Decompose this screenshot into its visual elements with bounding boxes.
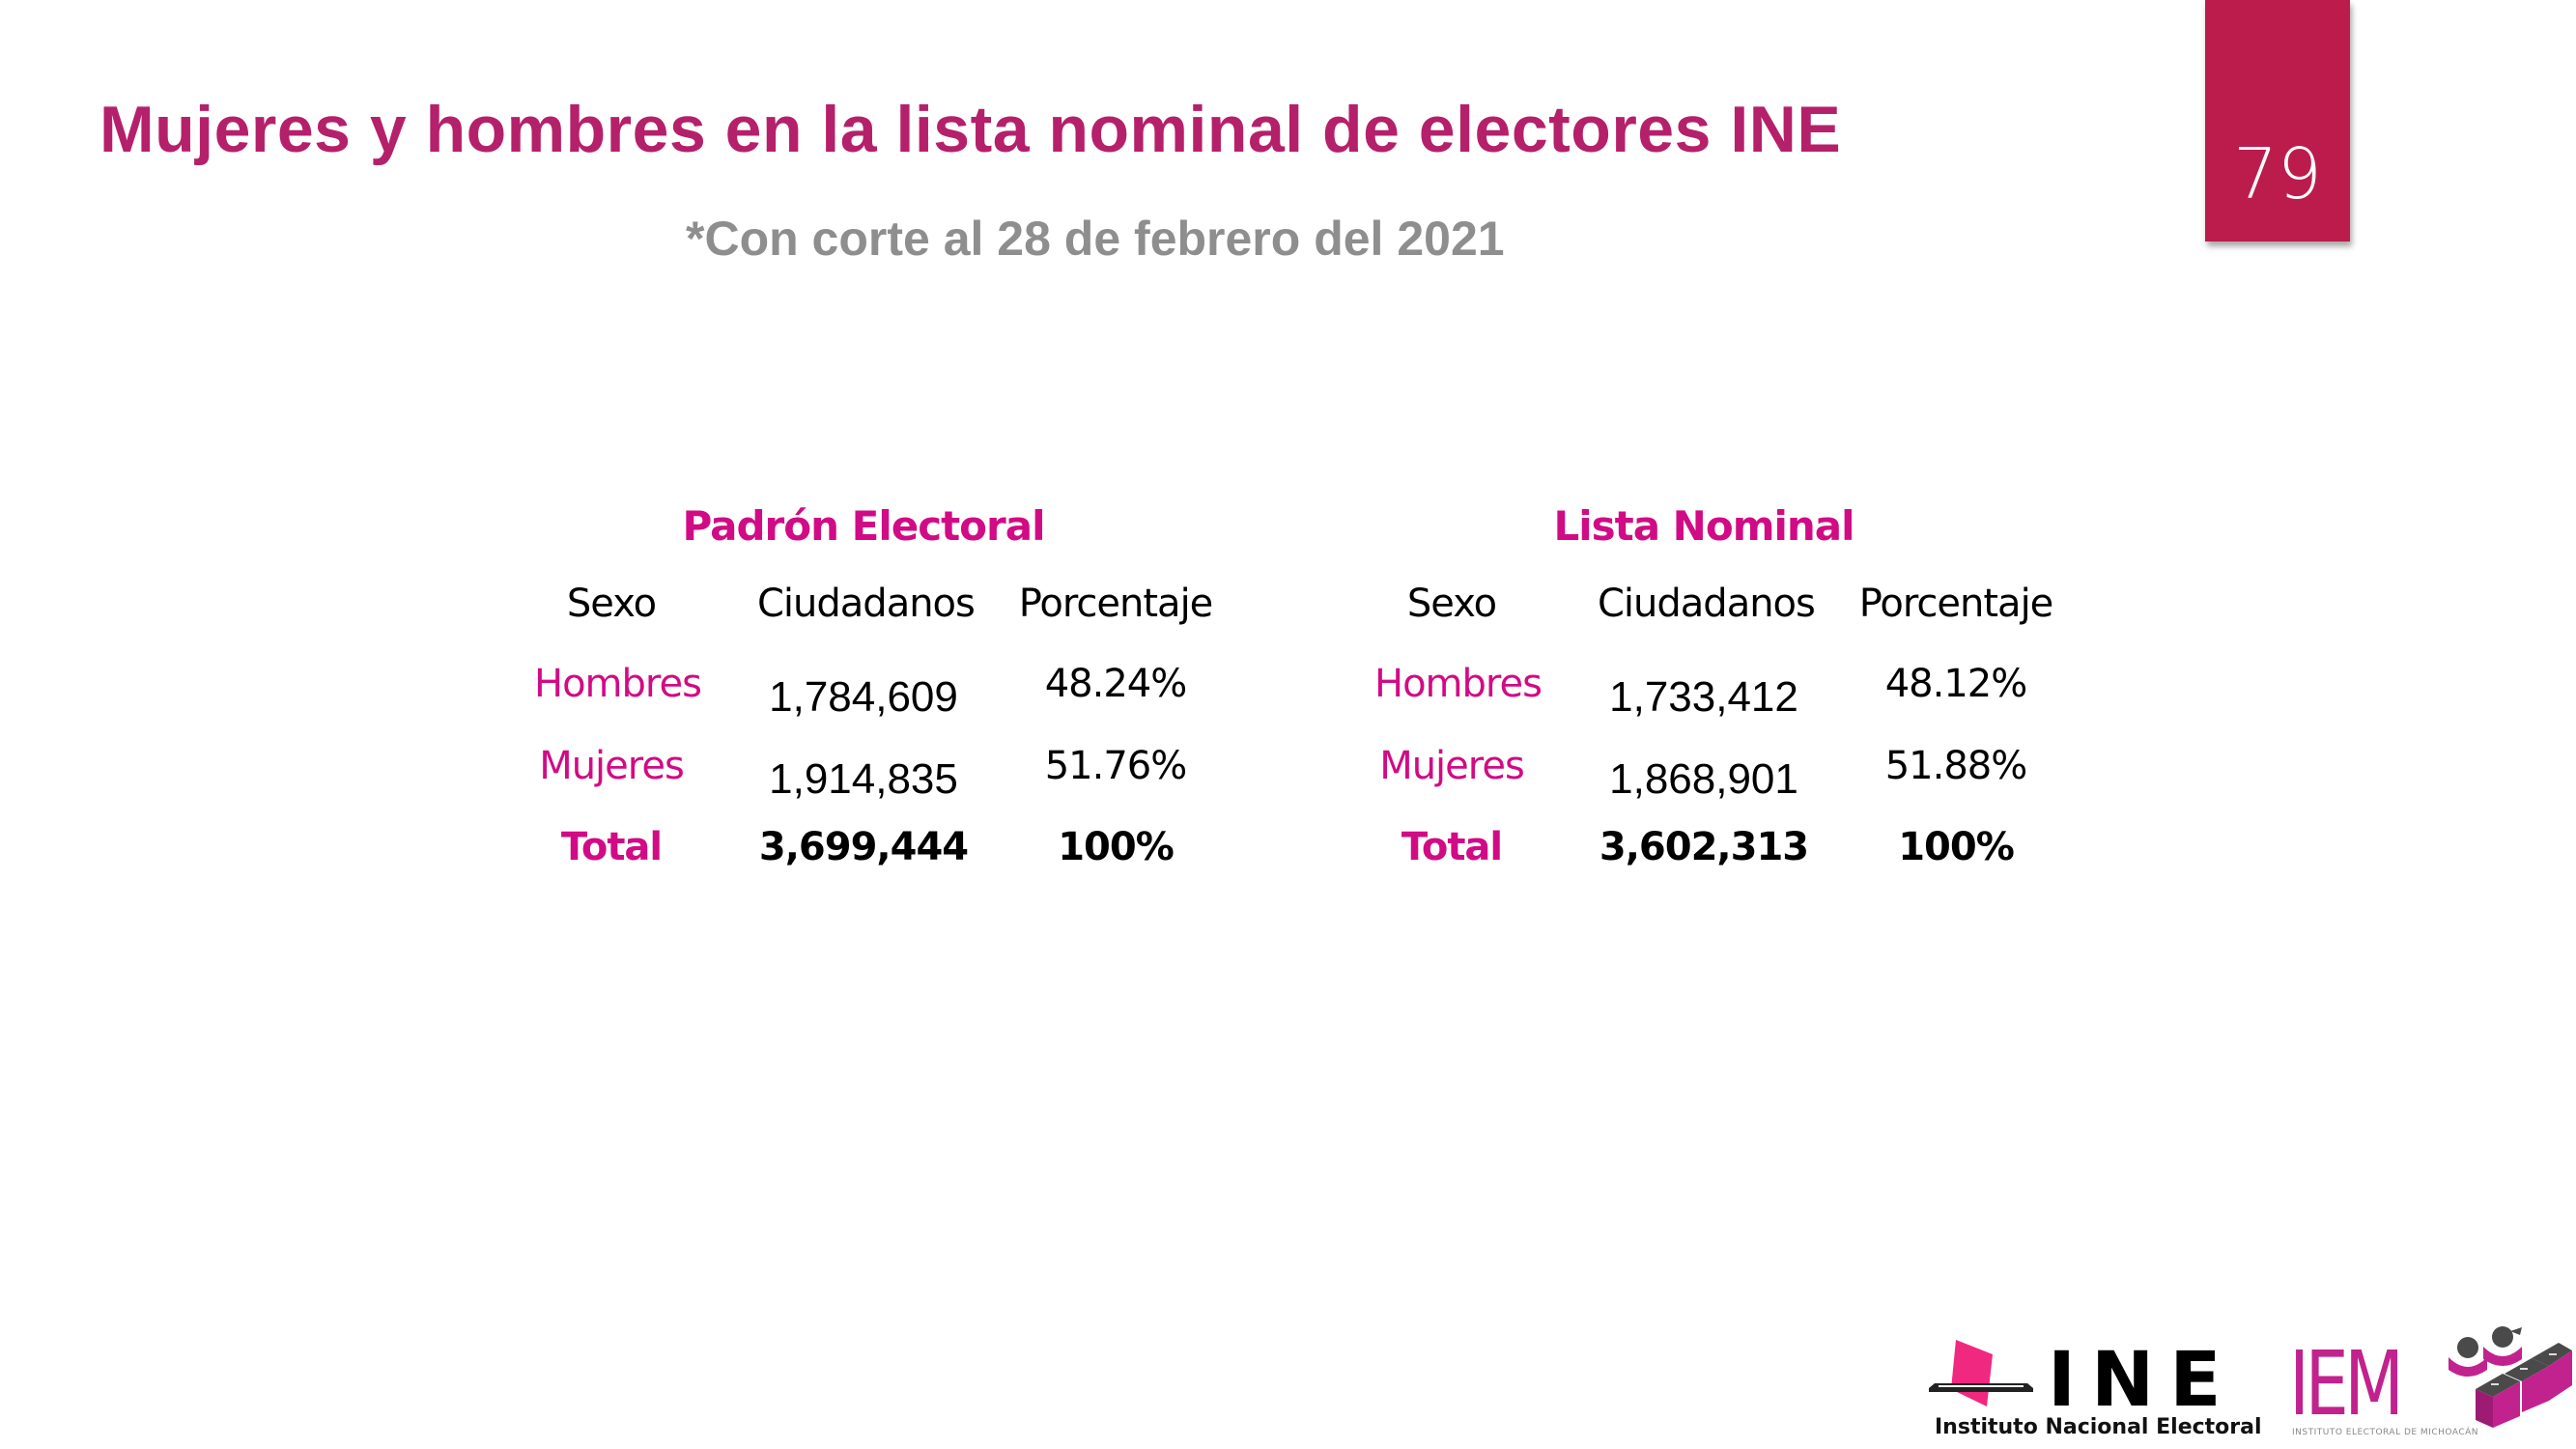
header-sexo: Sexo	[1406, 582, 1497, 626]
header-sexo: Sexo	[566, 582, 657, 626]
page-number: 79	[2233, 133, 2322, 214]
cell-total-porcentaje: 100%	[1058, 825, 1175, 869]
cell-total-ciudadanos: 3,699,444	[758, 825, 969, 869]
row-label-total: Total	[560, 825, 663, 869]
header-ciudadanos: Ciudadanos	[757, 582, 976, 626]
iem-wordmark: IEM	[2289, 1332, 2404, 1435]
table-title: Padrón Electoral	[682, 502, 1045, 550]
cell-ciudadanos: 1,914,835	[769, 755, 958, 803]
cell-porcentaje: 48.12%	[1884, 662, 2028, 706]
cell-ciudadanos: 1,784,609	[769, 673, 958, 721]
iem-caption: INSTITUTO ELECTORAL DE MICHOACÁN	[2292, 1428, 2478, 1437]
cell-porcentaje: 51.76%	[1044, 744, 1188, 788]
table-title: Lista Nominal	[1553, 502, 1854, 550]
voters-ballot-boxes-icon	[2449, 1326, 2572, 1428]
row-label-hombres: Hombres	[534, 662, 702, 706]
header-porcentaje: Porcentaje	[1858, 582, 2054, 626]
slide-title: Mujeres y hombres en la lista nominal de…	[99, 93, 1842, 166]
cell-ciudadanos: 1,868,901	[1609, 755, 1798, 803]
cell-total-ciudadanos: 3,602,313	[1599, 825, 1809, 869]
row-label-mujeres: Mujeres	[1379, 744, 1525, 788]
iem-logo: IEM INSTITUTO ELECTORAL DE MICHOACÁN	[2284, 1319, 2574, 1444]
slide-subtitle: *Con corte al 28 de febrero del 2021	[686, 212, 1505, 266]
cell-porcentaje: 48.24%	[1044, 662, 1188, 706]
cell-total-porcentaje: 100%	[1898, 825, 2015, 869]
ine-wordmark: INE	[2048, 1337, 2237, 1424]
ine-caption: Instituto Nacional Electoral	[1935, 1415, 2262, 1439]
padron-electoral-table: Padrón Electoral Sexo Ciudadanos Porcent…	[502, 502, 1236, 889]
row-label-mujeres: Mujeres	[539, 744, 685, 788]
header-porcentaje: Porcentaje	[1018, 582, 1214, 626]
cell-porcentaje: 51.88%	[1884, 744, 2028, 788]
ine-logo: INE Instituto Nacional Electoral	[1927, 1333, 2275, 1444]
header-ciudadanos: Ciudadanos	[1598, 582, 1816, 626]
page-number-box: 79	[2205, 0, 2350, 242]
row-label-hombres: Hombres	[1374, 662, 1543, 706]
ballot-box-icon	[1929, 1340, 2033, 1406]
cell-ciudadanos: 1,733,412	[1609, 673, 1798, 721]
lista-nominal-table: Lista Nominal Sexo Ciudadanos Porcentaje…	[1343, 502, 2077, 889]
row-label-total: Total	[1401, 825, 1503, 869]
